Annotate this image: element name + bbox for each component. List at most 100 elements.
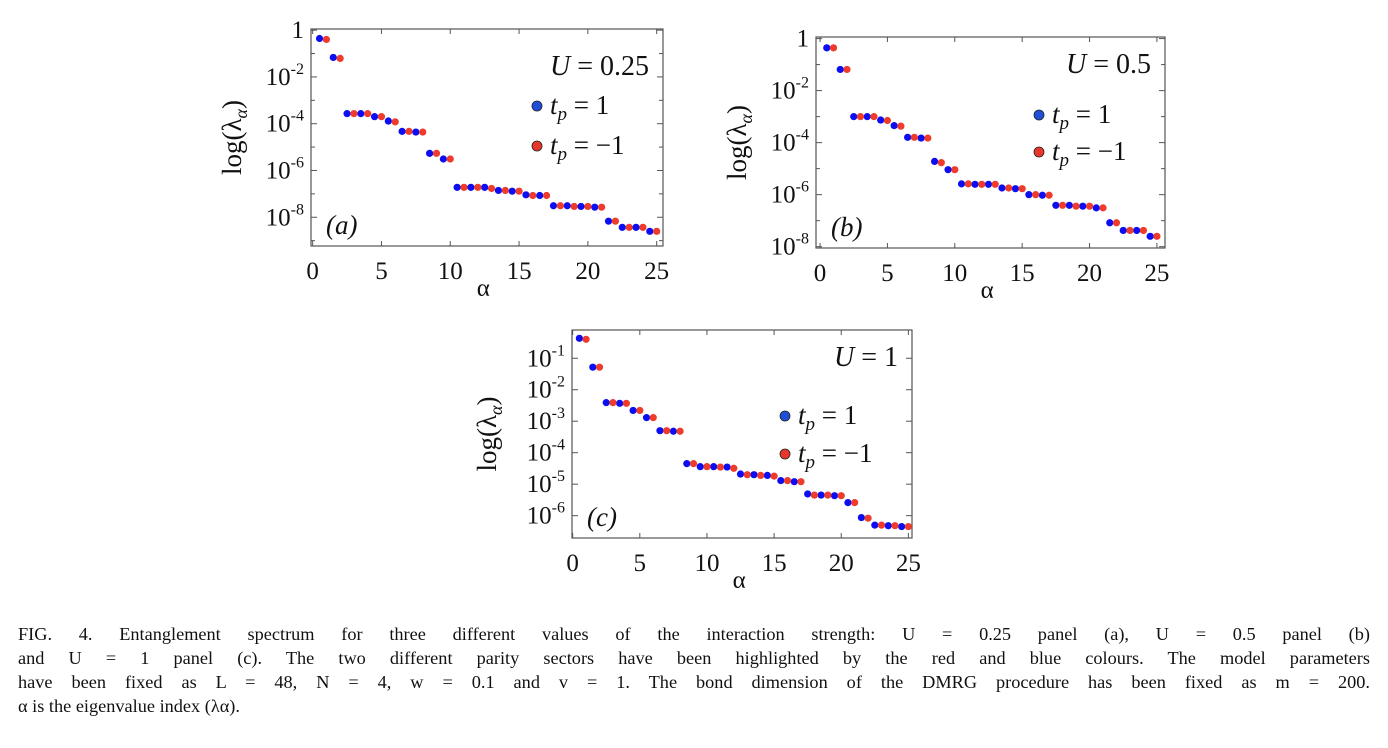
y-tick-exponent: -8 xyxy=(291,201,304,218)
legend-variable: t xyxy=(1052,99,1061,129)
figure-caption: FIG. 4. Entanglement spectrum for three … xyxy=(18,622,1370,718)
data-point xyxy=(703,463,711,471)
x-tick-label: 0 xyxy=(814,260,827,287)
data-point xyxy=(1011,185,1020,193)
legend-label: tp = 1 xyxy=(798,400,857,435)
y-tick-base: 10 xyxy=(527,440,552,467)
data-point xyxy=(522,191,530,199)
data-point xyxy=(1112,219,1121,227)
data-point xyxy=(589,363,597,371)
y-tick-base: 10 xyxy=(527,377,552,404)
data-point xyxy=(1025,191,1033,199)
y-label-subscript: α xyxy=(736,113,756,123)
data-point xyxy=(350,110,358,118)
y-tick-exponent: -6 xyxy=(796,179,809,196)
data-point xyxy=(357,110,365,118)
data-point xyxy=(1072,202,1080,210)
y-tick-label: 10-4 xyxy=(771,127,809,157)
data-point xyxy=(710,463,718,471)
legend-value: = −1 xyxy=(1069,136,1126,166)
panel-label: (a) xyxy=(326,210,357,240)
data-point xyxy=(412,128,420,136)
x-tick-label: 5 xyxy=(881,260,894,287)
y-tick-label: 10-2 xyxy=(771,75,809,105)
data-point xyxy=(377,113,386,121)
y-label-close: ) xyxy=(472,396,502,405)
y-axis-label: log(λα) xyxy=(217,100,251,175)
data-point xyxy=(642,414,651,422)
x-tick-label: 10 xyxy=(694,550,719,577)
data-point xyxy=(419,128,427,136)
data-point xyxy=(783,476,792,485)
y-label-close: ) xyxy=(722,105,752,114)
data-point xyxy=(1139,226,1148,235)
data-point xyxy=(696,463,704,471)
data-point xyxy=(689,460,698,468)
data-point xyxy=(891,522,899,530)
y-tick-label: 10-4 xyxy=(266,108,304,138)
plot-frame xyxy=(571,329,913,539)
data-point xyxy=(487,184,496,193)
data-point xyxy=(570,202,578,211)
data-point xyxy=(481,183,489,191)
y-tick-label: 10-1 xyxy=(527,342,565,372)
y-label-main: log(λ xyxy=(722,123,752,180)
x-tick-label: 20 xyxy=(575,258,600,285)
data-point xyxy=(884,522,892,530)
data-point xyxy=(582,335,590,343)
data-point xyxy=(730,464,738,472)
data-point xyxy=(723,463,731,471)
y-tick-base: 10 xyxy=(527,503,552,530)
data-point xyxy=(1052,201,1060,209)
legend-label: tp = 1 xyxy=(550,90,609,125)
data-point xyxy=(829,44,838,52)
y-tick-label: 10-8 xyxy=(266,201,304,231)
data-point xyxy=(467,183,475,191)
panel-c: 0 5 10 15 20 2510-110-210-310-410-510-6αlog(λ… xyxy=(472,329,921,594)
data-point xyxy=(501,186,509,195)
y-tick-exponent: -2 xyxy=(552,374,565,391)
data-point xyxy=(398,127,406,135)
data-point xyxy=(329,53,337,62)
data-point xyxy=(676,427,684,435)
y-tick-label: 10-5 xyxy=(527,468,565,498)
data-point xyxy=(777,476,785,485)
y-tick-label: 10-4 xyxy=(527,437,565,467)
data-point xyxy=(453,183,461,191)
data-point xyxy=(364,110,372,118)
data-point xyxy=(856,113,865,121)
data-point xyxy=(549,202,558,210)
data-point xyxy=(1045,191,1053,199)
y-tick-label: 1 xyxy=(292,17,305,44)
data-point xyxy=(871,521,879,529)
data-point xyxy=(629,406,637,415)
data-point xyxy=(315,34,324,43)
data-point xyxy=(991,180,999,188)
legend-variable: t xyxy=(1052,136,1061,166)
x-tick-label: 5 xyxy=(375,258,388,285)
data-point xyxy=(391,118,399,126)
legend-label: tp = −1 xyxy=(550,130,624,165)
data-point xyxy=(508,187,516,195)
interaction-annotation: U = 1 xyxy=(834,342,898,373)
data-point xyxy=(924,134,932,142)
annotation-variable: U xyxy=(550,51,572,82)
y-tick-label: 10-6 xyxy=(771,179,809,209)
data-point xyxy=(790,478,798,486)
y-tick-base: 10 xyxy=(771,234,796,261)
data-point xyxy=(823,44,831,52)
y-tick-base: 10 xyxy=(266,111,291,138)
panel-label: (c) xyxy=(587,502,617,532)
y-tick-exponent: -2 xyxy=(291,61,304,78)
data-point xyxy=(494,186,503,195)
data-point xyxy=(649,414,657,422)
y-tick-label: 10-8 xyxy=(771,231,809,261)
y-tick-label: 10-3 xyxy=(527,405,565,435)
y-tick-exponent: -4 xyxy=(552,437,565,454)
data-point xyxy=(897,122,905,130)
x-tick-label: 15 xyxy=(762,550,787,577)
x-tick-label: 0 xyxy=(566,550,579,577)
data-point xyxy=(843,65,851,74)
x-tick-label: 25 xyxy=(1144,260,1169,287)
